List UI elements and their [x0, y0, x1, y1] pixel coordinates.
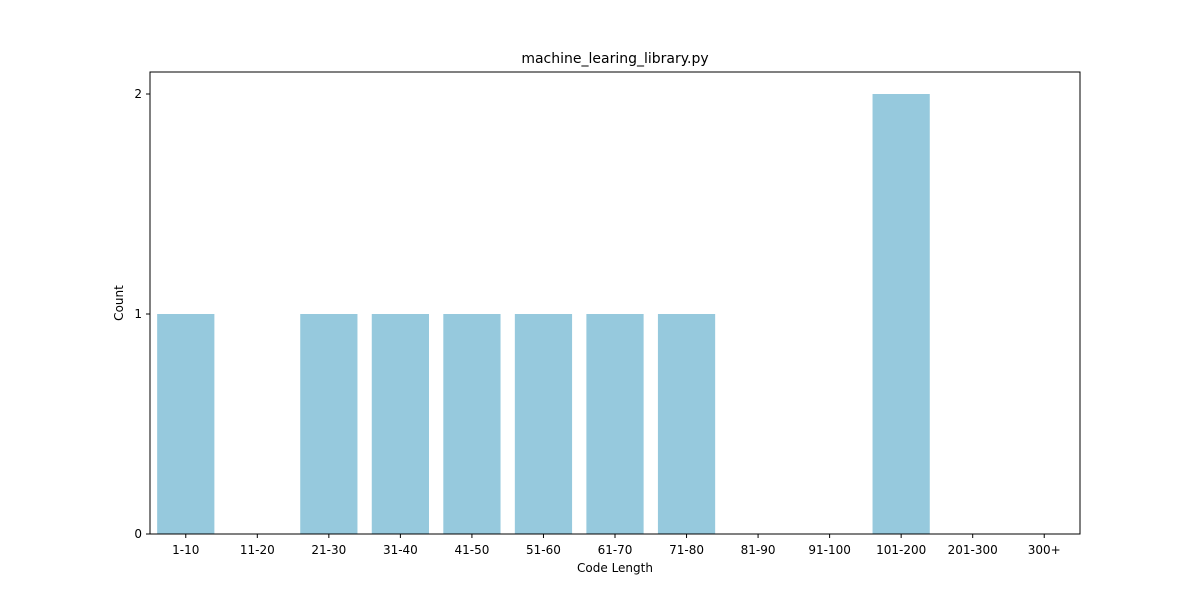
bars-layer [157, 94, 930, 534]
bar-61-70 [586, 314, 644, 534]
bar-101-200 [872, 94, 930, 534]
x-tick-label: 31-40 [383, 543, 418, 557]
x-tick-label: 91-100 [808, 543, 851, 557]
bar-41-50 [443, 314, 501, 534]
bar-31-40 [371, 314, 429, 534]
x-tick-label: 1-10 [172, 543, 199, 557]
x-tick-label: 51-60 [526, 543, 561, 557]
x-tick-label: 11-20 [240, 543, 275, 557]
x-tick-label: 71-80 [669, 543, 704, 557]
x-tick-label: 81-90 [741, 543, 776, 557]
x-tick-label: 61-70 [598, 543, 633, 557]
x-tick-label: 21-30 [311, 543, 346, 557]
bar-51-60 [514, 314, 573, 534]
x-tick-label: 41-50 [454, 543, 489, 557]
x-axis-label: Code Length [577, 561, 653, 575]
chart-title: machine_learing_library.py [521, 51, 708, 67]
y-tick-label: 0 [134, 527, 142, 541]
x-tick-label: 101-200 [876, 543, 926, 557]
x-axis-ticks: 1-10 11-20 21-30 31-40 41-50 51-60 61-70 71-80 8… [172, 534, 1061, 557]
y-axis-ticks: 0 1 2 [134, 87, 150, 541]
y-tick-label: 2 [134, 87, 142, 101]
bar-21-30 [300, 314, 358, 534]
bar-71-80 [657, 314, 716, 534]
y-axis-label: Count [112, 285, 126, 321]
y-tick-label: 1 [134, 307, 142, 321]
x-tick-label: 300+ [1028, 543, 1061, 557]
x-tick-label: 201-300 [948, 543, 998, 557]
bar-1-10 [157, 314, 215, 534]
